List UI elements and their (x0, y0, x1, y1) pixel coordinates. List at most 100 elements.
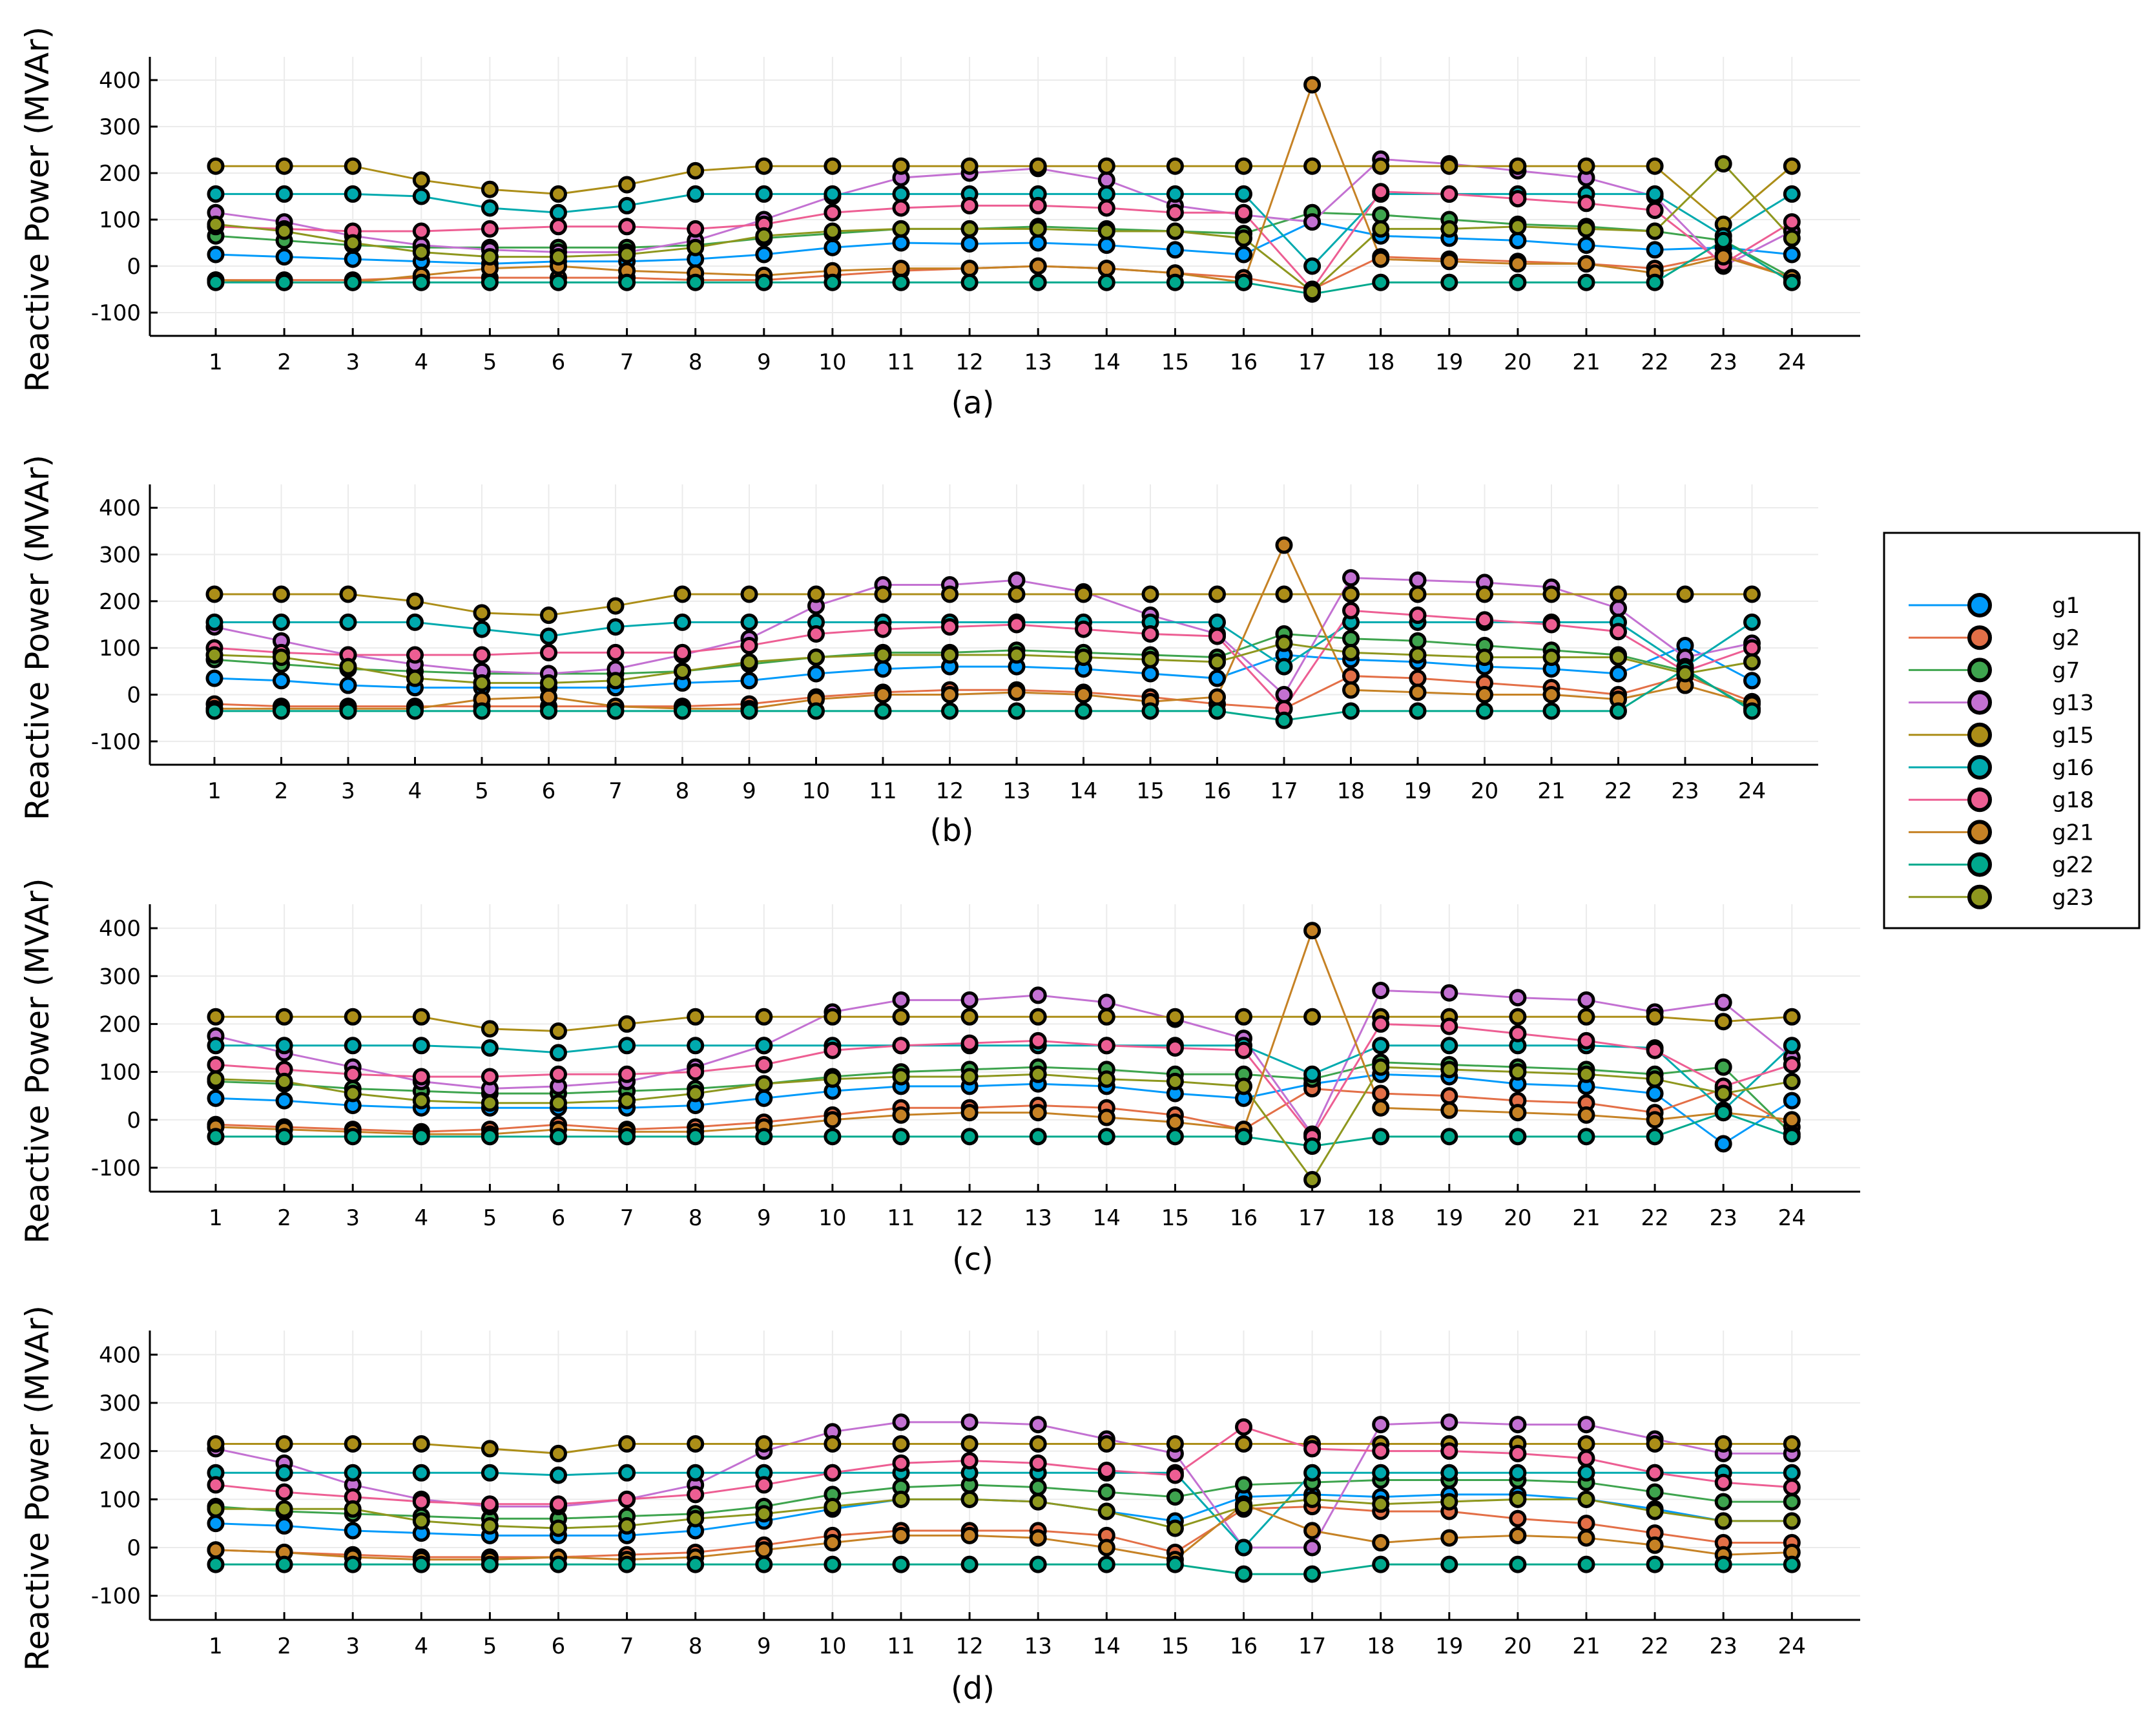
data-point-g21 (824, 1534, 842, 1552)
data-point-g15 (481, 1440, 499, 1458)
data-point-g15 (1783, 157, 1801, 175)
data-point-g23 (1303, 1490, 1322, 1508)
data-point-g22 (755, 1555, 773, 1573)
data-point-g18 (824, 1464, 842, 1482)
data-point-g21 (1097, 260, 1115, 278)
data-point-g22 (550, 1555, 567, 1573)
x-tick-label: 6 (542, 778, 556, 804)
x-tick-label: 21 (1572, 349, 1600, 375)
data-point-g15 (412, 1435, 430, 1453)
data-point-g18 (1509, 1444, 1527, 1462)
data-point-g22 (807, 702, 825, 720)
x-tick-label: 15 (1136, 778, 1164, 804)
series-line-g13 (215, 989, 1793, 1136)
data-point-g23 (473, 674, 491, 692)
data-point-g18 (1577, 1031, 1595, 1050)
data-point-g16 (1235, 185, 1252, 203)
data-point-g15 (275, 157, 293, 175)
data-point-g15 (1235, 1008, 1252, 1026)
data-point-g23 (824, 1070, 842, 1088)
data-point-g18 (481, 1068, 499, 1086)
data-point-g15 (824, 1435, 842, 1453)
data-point-g23 (1610, 648, 1627, 667)
data-point-g22 (406, 702, 424, 720)
legend-label-g15: g15 (2052, 723, 2094, 749)
data-point-g1 (1577, 236, 1595, 254)
data-point-g15 (1409, 585, 1427, 603)
data-point-g18 (807, 625, 825, 643)
y-tick-label: 0 (127, 254, 141, 280)
y-tick-label: 0 (127, 1535, 141, 1561)
data-point-g15 (941, 585, 959, 603)
data-point-g15 (824, 1008, 842, 1026)
data-point-g1 (205, 669, 223, 687)
data-point-g16 (687, 185, 705, 203)
data-point-g22 (1646, 273, 1664, 291)
x-tick-label: 23 (1710, 349, 1737, 375)
data-point-g15 (1714, 1435, 1732, 1453)
x-tick-label: 14 (1093, 349, 1121, 375)
data-point-g15 (740, 585, 758, 603)
data-point-g22 (344, 273, 362, 291)
y-tick-label: 100 (99, 1060, 141, 1086)
x-tick-label: 20 (1504, 1205, 1531, 1231)
x-tick-label: 10 (818, 349, 846, 375)
data-point-g22 (874, 702, 892, 720)
data-point-g18 (874, 620, 892, 638)
data-point-g22 (1008, 702, 1026, 720)
data-point-g18 (1783, 213, 1801, 231)
data-point-g16 (550, 1044, 567, 1062)
data-point-g16 (275, 185, 293, 203)
legend-label-g2: g2 (2052, 625, 2080, 651)
x-tick-label: 4 (408, 778, 422, 804)
data-point-g23 (207, 215, 225, 233)
data-point-g15 (207, 1008, 225, 1026)
data-point-g15 (344, 157, 362, 175)
x-tick-label: 7 (620, 349, 634, 375)
data-point-g22 (339, 702, 357, 720)
data-point-g22 (1783, 1128, 1801, 1146)
data-point-g23 (207, 1500, 225, 1518)
x-tick-label: 7 (608, 778, 623, 804)
data-point-g18 (1646, 1464, 1664, 1482)
data-point-g22 (412, 273, 430, 291)
y-tick-label: 200 (99, 161, 141, 187)
x-tick-label: 11 (887, 1633, 915, 1659)
data-point-g16 (740, 613, 758, 631)
data-point-g15 (606, 597, 625, 615)
x-tick-label: 22 (1641, 1633, 1668, 1659)
legend-marker-g18 (1967, 787, 1992, 813)
x-tick-label: 17 (1298, 349, 1326, 375)
data-point-g15 (344, 1008, 362, 1026)
data-point-g16 (207, 185, 225, 203)
data-point-g13 (1029, 986, 1047, 1004)
data-point-g22 (1409, 702, 1427, 720)
data-point-g18 (1235, 203, 1252, 222)
data-point-g15 (1235, 1435, 1252, 1453)
y-tick-label: 300 (99, 543, 141, 568)
data-point-g22 (618, 273, 636, 291)
data-point-g13 (1029, 1416, 1047, 1434)
data-point-g16 (1303, 1464, 1322, 1482)
series-line-g13 (215, 1421, 1792, 1549)
data-point-g22 (824, 1555, 842, 1573)
series-line-g15 (216, 1442, 1792, 1455)
data-point-g21 (1440, 1101, 1458, 1119)
panel-caption: (d) (951, 1670, 995, 1706)
data-point-g22 (892, 273, 910, 291)
legend-marker-g21 (1967, 820, 1992, 845)
data-point-g15 (1577, 1435, 1595, 1453)
data-point-g23 (892, 220, 910, 238)
data-point-g13 (1275, 686, 1293, 703)
data-point-g18 (892, 1454, 910, 1472)
data-point-g23 (1275, 634, 1293, 652)
data-point-g22 (1166, 1128, 1184, 1146)
x-tick-label: 3 (341, 778, 355, 804)
data-point-g15 (674, 585, 691, 603)
data-point-g21 (1577, 1529, 1595, 1547)
data-point-g7 (1409, 632, 1427, 650)
data-point-g1 (207, 1515, 225, 1533)
data-point-g23 (755, 1075, 773, 1093)
data-point-g18 (550, 1065, 567, 1083)
